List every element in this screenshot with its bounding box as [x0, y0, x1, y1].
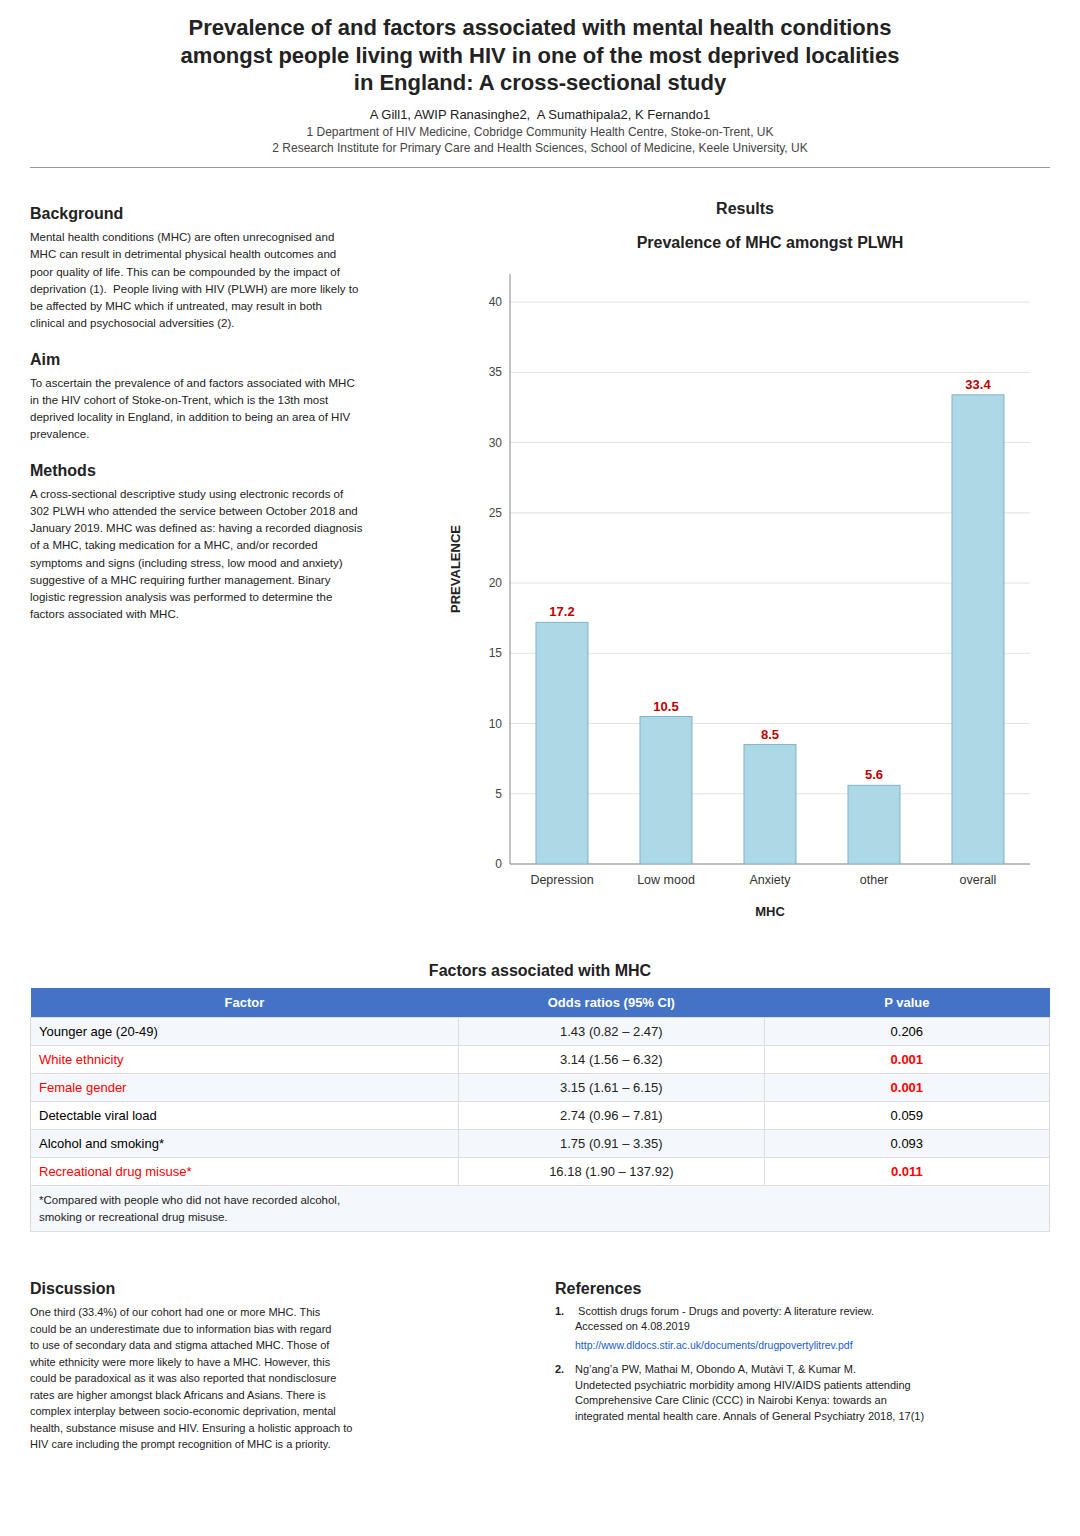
header-cell: P value	[764, 988, 1049, 1018]
y-tick-label: 25	[489, 506, 503, 520]
y-axis-label: PREVALENCE	[448, 525, 463, 613]
table-row: White ethnicity3.14 (1.56 – 6.32)0.001	[31, 1046, 1050, 1074]
factor-cell: Alcohol and smoking*	[31, 1130, 459, 1158]
header-cell: Factor	[31, 988, 459, 1018]
odds-ratio-cell: 3.14 (1.56 – 6.32)	[458, 1046, 764, 1074]
p-value-cell: 0.206	[764, 1018, 1049, 1046]
discussion-heading: Discussion	[30, 1280, 525, 1298]
results-heading: Results	[440, 200, 1050, 218]
data-label: 8.5	[761, 727, 779, 742]
y-tick-label: 40	[489, 295, 503, 309]
left-column: Background Mental health conditions (MHC)…	[30, 205, 425, 642]
factors-table: FactorOdds ratios (95% CI)P valueYounger…	[30, 988, 1050, 1232]
p-value-cell: 0.093	[764, 1130, 1049, 1158]
chart-title: Prevalence of MHC amongst PLWH	[637, 234, 904, 251]
odds-ratio-cell: 1.75 (0.91 – 3.35)	[458, 1130, 764, 1158]
discussion: Discussion One third (33.4%) of our cohor…	[30, 1280, 525, 1453]
reference: 2.Ng’ang’a PW, Mathai M, Obondo A, Mutàv…	[555, 1362, 1050, 1424]
y-axis-line	[510, 274, 511, 864]
x-tick-label: Depression	[530, 873, 593, 887]
x-tick-label: Anxiety	[750, 873, 792, 887]
reference-body: Ng’ang’a PW, Mathai M, Obondo A, Mutàvi …	[575, 1362, 924, 1424]
bars	[536, 395, 1004, 864]
table-head: FactorOdds ratios (95% CI)P value	[31, 988, 1050, 1018]
reference-body: Scottish drugs forum - Drugs and poverty…	[575, 1304, 874, 1352]
x-tick-label: overall	[960, 873, 997, 887]
table-row: Female gender3.15 (1.61 – 6.15)0.001	[31, 1074, 1050, 1102]
p-value-cell: 0.001	[764, 1074, 1049, 1102]
y-tick-label: 15	[489, 646, 503, 660]
section-text: A cross-sectional descriptive study usin…	[30, 486, 425, 624]
table-row: Detectable viral load2.74 (0.96 – 7.81)0…	[31, 1102, 1050, 1130]
table-title: Factors associated with MHC	[30, 962, 1050, 980]
odds-ratio-cell: 16.18 (1.90 – 137.92)	[458, 1158, 764, 1186]
factor-cell: Younger age (20-49)	[31, 1018, 459, 1046]
bar	[536, 622, 588, 864]
odds-ratio-cell: 2.74 (0.96 – 7.81)	[458, 1102, 764, 1130]
y-tick-label: 20	[489, 576, 503, 590]
data-label: 10.5	[653, 699, 678, 714]
results: Results Prevalence of MHC amongst PLWH 0 5 1…	[440, 200, 1050, 934]
p-value-cell: 0.011	[764, 1158, 1049, 1186]
data-label: 5.6	[865, 767, 883, 782]
y-tick-label: 30	[489, 436, 503, 450]
odds-ratio-cell: 3.15 (1.61 – 6.15)	[458, 1074, 764, 1102]
header: Prevalence of and factors associated wit…	[30, 14, 1050, 168]
bar	[952, 395, 1004, 864]
factor-cell: Detectable viral load	[31, 1102, 459, 1130]
odds-ratio-cell: 1.43 (0.82 – 2.47)	[458, 1018, 764, 1046]
affiliation: 1 Department of HIV Medicine, Cobridge C…	[30, 125, 1050, 139]
bar	[744, 745, 796, 864]
grid-line	[510, 302, 1030, 303]
section-text: Mental health conditions (MHC) are often…	[30, 229, 425, 333]
table-footnote: *Compared with people who did not have r…	[31, 1186, 1050, 1232]
data-label: 33.4	[965, 377, 991, 392]
factor-cell: White ethnicity	[31, 1046, 459, 1074]
p-value-cell: 0.001	[764, 1046, 1049, 1074]
bar-chart: Prevalence of MHC amongst PLWH 0 5 10 15 20 25…	[440, 224, 1050, 934]
section-heading: Background	[30, 205, 425, 223]
header-cell: Odds ratios (95% CI)	[458, 988, 764, 1018]
authors: A Gill1, AWIP Ranasinghe2, A Sumathipala…	[30, 107, 1050, 122]
table-row: Younger age (20-49)1.43 (0.82 – 2.47)0.2…	[31, 1018, 1050, 1046]
bar	[848, 785, 900, 864]
x-tick-label: other	[860, 873, 889, 887]
p-value-cell: 0.059	[764, 1102, 1049, 1130]
data-label: 17.2	[549, 604, 574, 619]
poster-title: Prevalence of and factors associated wit…	[30, 14, 1050, 97]
header-row: FactorOdds ratios (95% CI)P value	[31, 988, 1050, 1018]
section: Methods A cross-sectional descriptive stu…	[30, 462, 425, 624]
reference-number: 1.	[555, 1304, 575, 1352]
references-heading: References	[555, 1280, 1050, 1298]
section-text: To ascertain the prevalence of and facto…	[30, 375, 425, 444]
affiliation: 2 Research Institute for Primary Care an…	[30, 141, 1050, 155]
factor-cell: Recreational drug misuse*	[31, 1158, 459, 1186]
discussion-text: One third (33.4%) of our cohort had one …	[30, 1304, 525, 1453]
reference-text: Ng’ang’a PW, Mathai M, Obondo A, Mutàvi …	[575, 1362, 924, 1424]
y-tick-label: 5	[495, 787, 502, 801]
table-row: Alcohol and smoking*1.75 (0.91 – 3.35)0.…	[31, 1130, 1050, 1158]
references: References 1. Scottish drugs forum - Drug…	[555, 1280, 1050, 1434]
table-section: Factors associated with MHC FactorOdds ra…	[30, 962, 1050, 1232]
x-tick-label: Low mood	[637, 873, 695, 887]
reference-text: Scottish drugs forum - Drugs and poverty…	[575, 1304, 874, 1335]
x-axis-label: MHC	[755, 904, 785, 919]
reference-url: http://www.dldocs.stir.ac.uk/documents/d…	[575, 1338, 874, 1353]
reference: 1. Scottish drugs forum - Drugs and pove…	[555, 1304, 1050, 1352]
section: Background Mental health conditions (MHC)…	[30, 205, 425, 333]
y-tick-label: 10	[489, 717, 503, 731]
section-heading: Methods	[30, 462, 425, 480]
bar	[640, 717, 692, 865]
y-tick-label: 0	[495, 857, 502, 871]
reference-number: 2.	[555, 1362, 575, 1424]
factor-cell: Female gender	[31, 1074, 459, 1102]
section: Aim To ascertain the prevalence of and fa…	[30, 351, 425, 444]
table-body: Younger age (20-49)1.43 (0.82 – 2.47)0.2…	[31, 1018, 1050, 1232]
y-tick-label: 35	[489, 365, 503, 379]
section-heading: Aim	[30, 351, 425, 369]
grid-line	[510, 372, 1030, 373]
table-row: Recreational drug misuse*16.18 (1.90 – 1…	[31, 1158, 1050, 1186]
footnote-row: *Compared with people who did not have r…	[31, 1186, 1050, 1232]
